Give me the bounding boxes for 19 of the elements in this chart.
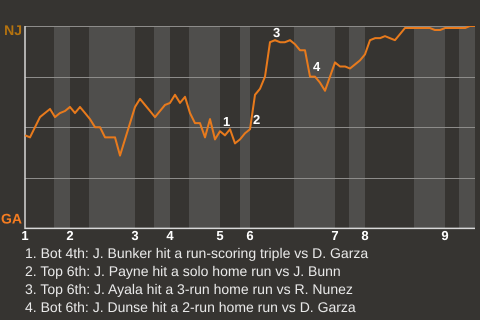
annotation: 3 xyxy=(273,24,280,40)
text: 1. Bot 4th: J. Bunker hit a run-scoring triple vs D. Garza xyxy=(25,244,370,262)
text: NJ xyxy=(4,22,22,38)
x-tick-label: 9 xyxy=(441,228,449,243)
x-tick-label: 3 xyxy=(131,228,139,243)
annotation: 1 xyxy=(223,114,230,129)
x-tick-label: 7 xyxy=(331,228,339,243)
x-tick-label: 2 xyxy=(66,228,74,243)
annotation: 4 xyxy=(313,59,321,74)
x-tick-label: 6 xyxy=(246,228,254,243)
x-tick-label: 5 xyxy=(216,228,224,243)
annotation: 2 xyxy=(253,112,260,127)
x-tick-label: 1 xyxy=(21,228,29,243)
text: 2. Top 6th: J. Payne hit a solo home run vs J. Bunn xyxy=(25,262,342,280)
x-tick-label: 8 xyxy=(361,228,369,243)
text: 3. Top 6th: J. Ayala hit a 3-run home run vs R. Nunez xyxy=(25,280,354,298)
text: 4. Bot 6th: J. Dunse hit a 2-run home run vs D. Garza xyxy=(25,298,357,316)
text: GA xyxy=(1,210,22,226)
x-tick-label: 4 xyxy=(166,228,174,243)
